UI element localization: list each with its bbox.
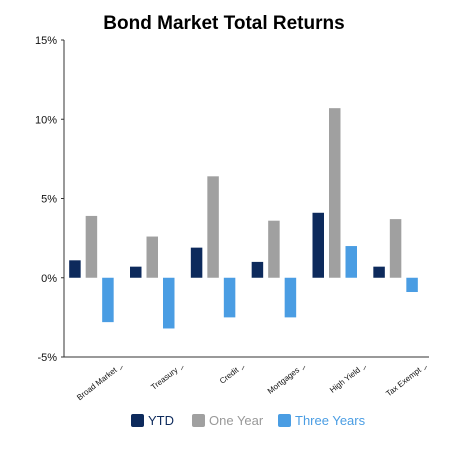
- legend-label-ytd: YTD: [148, 413, 174, 428]
- x-tick-mark: [241, 365, 245, 371]
- y-tick-label: 10%: [35, 114, 57, 126]
- bar-three-years-treasury: [163, 277, 175, 329]
- bar-one-year-treasury: [146, 236, 158, 278]
- legend-label-one-year: One Year: [209, 413, 264, 428]
- bar-three-years-broad-market: [102, 277, 114, 323]
- bar-three-years-credit: [223, 277, 236, 318]
- bar-one-year-high-yield: [329, 108, 341, 278]
- x-category-label: High Yield: [328, 365, 362, 394]
- bar-three-years-high-yield: [345, 246, 357, 278]
- chart-legend: YTD One Year Three Years: [131, 413, 366, 428]
- bar-ytd-tax-exempt: [373, 266, 385, 278]
- y-tick-label: 15%: [35, 35, 57, 47]
- bar-ytd-high-yield: [312, 212, 324, 278]
- bar-one-year-broad-market: [85, 215, 98, 278]
- y-axis-ticks: 15% 10% 5% 0% -5%: [35, 35, 64, 364]
- x-category-label: Credit: [218, 365, 241, 386]
- legend-swatch-three-years: [278, 414, 291, 427]
- x-tick-mark: [120, 365, 123, 371]
- x-tick-mark: [363, 365, 367, 371]
- legend-swatch-one-year: [192, 414, 205, 427]
- legend-label-three-years: Three Years: [295, 413, 366, 428]
- bar-one-year-tax-exempt: [389, 219, 402, 278]
- bar-three-years-tax-exempt: [406, 277, 418, 293]
- y-tick-label: 0%: [41, 273, 57, 285]
- x-category-label: Treasury: [149, 365, 179, 391]
- bar-one-year-mortgages: [268, 220, 280, 278]
- x-axis-labels: Broad Market Treasury Credit Mortgages High …: [75, 365, 427, 402]
- y-tick-label: -5%: [37, 352, 57, 364]
- bar-ytd-credit: [190, 247, 203, 278]
- x-category-label: Broad Market: [75, 365, 119, 402]
- x-category-label: Tax Exempt: [384, 365, 423, 398]
- legend-swatch-ytd: [131, 414, 144, 427]
- bar-ytd-mortgages: [251, 261, 264, 278]
- bar-ytd-broad-market: [69, 260, 81, 278]
- chart-bars: [69, 108, 418, 329]
- x-tick-mark: [180, 365, 184, 371]
- x-category-label: Mortgages: [266, 365, 301, 395]
- chart-title: Bond Market Total Returns: [103, 13, 344, 34]
- chart-axes: [63, 40, 429, 358]
- x-tick-mark: [424, 365, 427, 371]
- bar-one-year-credit: [207, 176, 219, 278]
- bar-ytd-treasury: [130, 266, 142, 278]
- x-tick-mark: [302, 365, 306, 371]
- y-tick-label: 5%: [41, 194, 57, 206]
- bar-three-years-mortgages: [284, 277, 297, 318]
